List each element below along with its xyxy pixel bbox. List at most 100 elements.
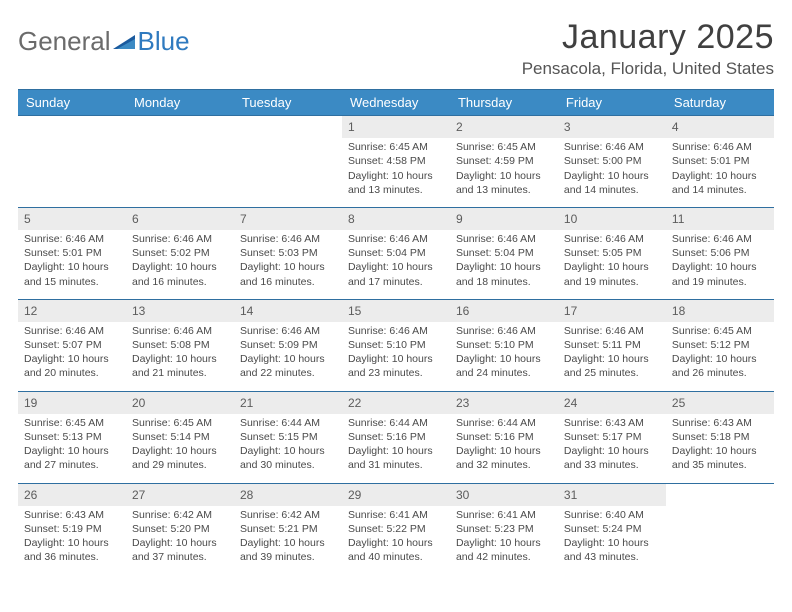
brand-mark-icon [113, 31, 139, 53]
day-body: Sunrise: 6:46 AMSunset: 5:10 PMDaylight:… [450, 322, 558, 391]
sunrise-line: Sunrise: 6:46 AM [672, 232, 768, 246]
daylight-label: Daylight: [240, 353, 281, 365]
sunrise-line: Sunrise: 6:46 AM [24, 232, 120, 246]
sunrise-line: Sunrise: 6:46 AM [240, 232, 336, 246]
daylight-line: Daylight: 10 hours and 13 minutes. [348, 169, 444, 197]
daylight-label: Daylight: [240, 445, 281, 457]
day-number: 20 [126, 392, 234, 414]
sunrise-label: Sunrise: [456, 325, 495, 337]
daylight-label: Daylight: [672, 353, 713, 365]
sunset-label: Sunset: [456, 247, 492, 259]
day-body: Sunrise: 6:46 AMSunset: 5:08 PMDaylight:… [126, 322, 234, 391]
day-number: 26 [18, 484, 126, 506]
sunset-value: 5:02 PM [171, 247, 210, 259]
daylight-label: Daylight: [564, 170, 605, 182]
sunrise-value: 6:44 AM [497, 417, 536, 429]
daylight-label: Daylight: [672, 170, 713, 182]
sunrise-label: Sunrise: [24, 417, 63, 429]
daylight-label: Daylight: [348, 537, 389, 549]
sunset-label: Sunset: [348, 339, 384, 351]
calendar-day-cell: 3Sunrise: 6:46 AMSunset: 5:00 PMDaylight… [558, 116, 666, 208]
calendar-day-cell [666, 483, 774, 574]
sunrise-label: Sunrise: [456, 509, 495, 521]
daylight-line: Daylight: 10 hours and 14 minutes. [564, 169, 660, 197]
day-body: Sunrise: 6:40 AMSunset: 5:24 PMDaylight:… [558, 506, 666, 575]
calendar-day-cell [18, 116, 126, 208]
daylight-line: Daylight: 10 hours and 43 minutes. [564, 536, 660, 564]
sunrise-line: Sunrise: 6:41 AM [348, 508, 444, 522]
calendar-day-cell: 6Sunrise: 6:46 AMSunset: 5:02 PMDaylight… [126, 207, 234, 299]
sunrise-line: Sunrise: 6:46 AM [24, 324, 120, 338]
daylight-line: Daylight: 10 hours and 19 minutes. [564, 260, 660, 288]
daylight-line: Daylight: 10 hours and 31 minutes. [348, 444, 444, 472]
sunrise-line: Sunrise: 6:41 AM [456, 508, 552, 522]
weekday-header: Sunday [18, 90, 126, 116]
daylight-line: Daylight: 10 hours and 32 minutes. [456, 444, 552, 472]
calendar-day-cell: 25Sunrise: 6:43 AMSunset: 5:18 PMDayligh… [666, 391, 774, 483]
sunrise-value: 6:43 AM [65, 509, 104, 521]
sunset-label: Sunset: [132, 247, 168, 259]
daylight-line: Daylight: 10 hours and 17 minutes. [348, 260, 444, 288]
sunset-line: Sunset: 4:58 PM [348, 154, 444, 168]
sunset-label: Sunset: [348, 431, 384, 443]
sunrise-line: Sunrise: 6:46 AM [240, 324, 336, 338]
sunrise-label: Sunrise: [132, 233, 171, 245]
sunrise-label: Sunrise: [132, 325, 171, 337]
sunrise-value: 6:46 AM [65, 325, 104, 337]
location-label: Pensacola, Florida, United States [522, 59, 774, 79]
day-body: Sunrise: 6:46 AMSunset: 5:06 PMDaylight:… [666, 230, 774, 299]
sunrise-label: Sunrise: [672, 233, 711, 245]
sunset-label: Sunset: [132, 523, 168, 535]
month-title: January 2025 [522, 18, 774, 57]
sunrise-label: Sunrise: [564, 141, 603, 153]
weekday-header: Wednesday [342, 90, 450, 116]
calendar-day-cell: 24Sunrise: 6:43 AMSunset: 5:17 PMDayligh… [558, 391, 666, 483]
sunrise-line: Sunrise: 6:44 AM [240, 416, 336, 430]
calendar-week-row: 5Sunrise: 6:46 AMSunset: 5:01 PMDaylight… [18, 207, 774, 299]
day-number: 22 [342, 392, 450, 414]
sunrise-value: 6:44 AM [389, 417, 428, 429]
calendar-day-cell: 9Sunrise: 6:46 AMSunset: 5:04 PMDaylight… [450, 207, 558, 299]
sunrise-line: Sunrise: 6:45 AM [24, 416, 120, 430]
sunrise-value: 6:46 AM [65, 233, 104, 245]
day-body: Sunrise: 6:45 AMSunset: 4:59 PMDaylight:… [450, 138, 558, 207]
daylight-line: Daylight: 10 hours and 26 minutes. [672, 352, 768, 380]
sunset-line: Sunset: 5:00 PM [564, 154, 660, 168]
sunset-value: 5:00 PM [602, 155, 641, 167]
day-body [126, 138, 234, 198]
daylight-line: Daylight: 10 hours and 16 minutes. [132, 260, 228, 288]
day-number: 5 [18, 208, 126, 230]
daylight-line: Daylight: 10 hours and 40 minutes. [348, 536, 444, 564]
daylight-label: Daylight: [672, 261, 713, 273]
sunset-value: 5:06 PM [710, 247, 749, 259]
sunset-line: Sunset: 5:17 PM [564, 430, 660, 444]
sunset-line: Sunset: 5:06 PM [672, 246, 768, 260]
sunset-label: Sunset: [132, 339, 168, 351]
day-body: Sunrise: 6:46 AMSunset: 5:07 PMDaylight:… [18, 322, 126, 391]
sunrise-line: Sunrise: 6:46 AM [564, 232, 660, 246]
sunset-line: Sunset: 5:20 PM [132, 522, 228, 536]
sunrise-value: 6:45 AM [713, 325, 752, 337]
sunset-label: Sunset: [456, 523, 492, 535]
daylight-line: Daylight: 10 hours and 27 minutes. [24, 444, 120, 472]
sunrise-label: Sunrise: [564, 509, 603, 521]
sunrise-value: 6:40 AM [605, 509, 644, 521]
brand-logo: General Blue [18, 18, 190, 57]
daylight-line: Daylight: 10 hours and 18 minutes. [456, 260, 552, 288]
sunrise-label: Sunrise: [240, 509, 279, 521]
day-body: Sunrise: 6:46 AMSunset: 5:05 PMDaylight:… [558, 230, 666, 299]
sunset-value: 5:03 PM [279, 247, 318, 259]
sunset-line: Sunset: 5:12 PM [672, 338, 768, 352]
day-body: Sunrise: 6:45 AMSunset: 5:12 PMDaylight:… [666, 322, 774, 391]
daylight-line: Daylight: 10 hours and 35 minutes. [672, 444, 768, 472]
sunset-label: Sunset: [240, 431, 276, 443]
calendar-body: 1Sunrise: 6:45 AMSunset: 4:58 PMDaylight… [18, 116, 774, 575]
sunset-line: Sunset: 5:01 PM [24, 246, 120, 260]
sunset-line: Sunset: 5:07 PM [24, 338, 120, 352]
sunset-label: Sunset: [132, 431, 168, 443]
sunrise-label: Sunrise: [132, 417, 171, 429]
sunrise-value: 6:46 AM [713, 233, 752, 245]
calendar-day-cell: 2Sunrise: 6:45 AMSunset: 4:59 PMDaylight… [450, 116, 558, 208]
sunset-line: Sunset: 5:19 PM [24, 522, 120, 536]
day-body: Sunrise: 6:46 AMSunset: 5:03 PMDaylight:… [234, 230, 342, 299]
